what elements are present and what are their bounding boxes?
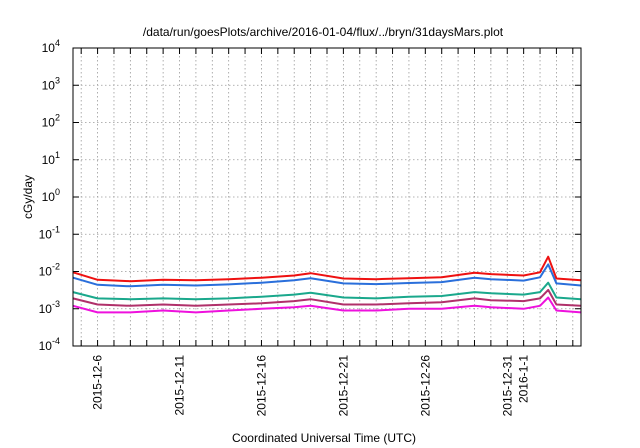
series-line-3 <box>72 281 582 301</box>
x-axis-label: Coordinated Universal Time (UTC) <box>232 431 416 445</box>
chart-title: /data/run/goesPlots/archive/2016-01-04/f… <box>143 25 504 39</box>
y-tick-label: 102 <box>42 113 60 130</box>
x-tick-label: 2015-12-6 <box>91 355 105 410</box>
x-tick-label: 2015-12-16 <box>254 355 268 417</box>
y-tick-label: 10-4 <box>39 336 60 353</box>
y-tick-label: 10-3 <box>39 299 60 316</box>
series-line-4 <box>72 288 582 307</box>
y-axis: 104 103 102 101 100 10-1 10-2 10-3 10-4 <box>39 38 581 353</box>
x-tick-label: 2016-1-1 <box>517 355 531 403</box>
y-tick-label: 104 <box>42 38 60 55</box>
x-tick-label: 2015-12-26 <box>418 355 432 417</box>
y-tick-label: 100 <box>42 187 60 204</box>
x-tick-label: 2015-12-11 <box>173 355 187 416</box>
y-axis-label: cGy/day <box>21 175 35 219</box>
x-tick-label: 2015-12-31 <box>500 355 514 417</box>
series-group <box>72 255 582 314</box>
y-tick-label: 10-2 <box>39 262 60 279</box>
y-tick-label: 10-1 <box>39 224 60 241</box>
y-tick-label: 101 <box>42 150 60 167</box>
y-tick-label: 103 <box>42 75 60 92</box>
series-line-5 <box>72 296 582 314</box>
series-line-1 <box>72 255 582 283</box>
x-tick-label: 2015-12-21 <box>336 355 350 417</box>
series-line-2 <box>72 263 582 288</box>
x-axis: 2015-12-6 2015-12-11 2015-12-16 2015-12-21 2… <box>80 48 574 417</box>
